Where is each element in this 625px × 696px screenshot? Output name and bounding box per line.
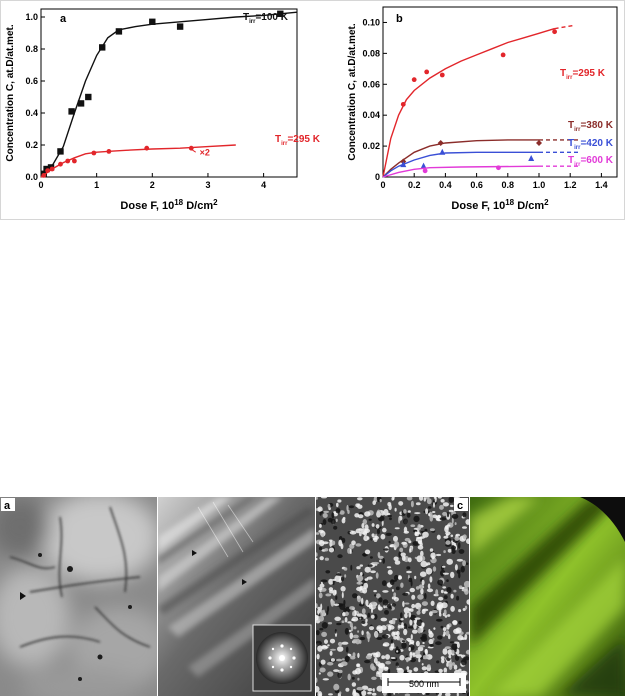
y-tick-label: 0.10 xyxy=(362,17,380,27)
series-label: Tirr=295 K xyxy=(275,134,321,147)
plot-frame xyxy=(40,8,298,178)
data-point xyxy=(420,162,427,169)
data-point xyxy=(85,93,92,101)
data-point xyxy=(528,154,535,161)
annotation-arrow xyxy=(189,148,196,153)
chart-b: 0 0.2 0.4 0.6 0.8 1.0 1.2 1.4 0 0.02 0.04 0.06 0.08 0… xyxy=(347,6,618,212)
micrograph-label-a: a xyxy=(4,500,11,512)
micrograph-speckle: 500 nm c xyxy=(316,497,469,696)
x-tick-label: 1.0 xyxy=(533,180,546,190)
data-point xyxy=(71,158,77,164)
data-point xyxy=(176,23,184,30)
data-point xyxy=(552,29,557,35)
data-point xyxy=(144,145,150,151)
data-point xyxy=(439,148,446,155)
y-tick-label: 0.06 xyxy=(362,79,380,89)
x-tick-label: 1.2 xyxy=(564,180,577,190)
panel-label: b xyxy=(396,13,403,25)
series-label: Tirr=100 K xyxy=(243,12,289,25)
x-tick-label: 0.8 xyxy=(502,180,515,190)
data-point xyxy=(400,161,407,168)
y-tick-label: 0.08 xyxy=(362,48,380,58)
data-point xyxy=(65,158,71,164)
data-point xyxy=(411,77,417,83)
y-tick-label: 0.6 xyxy=(25,76,38,86)
chart-a: 0 1 2 3 4 0.0 0.2 0.4 0.6 0.8 1.0 Dose F, 1018 D/cm… xyxy=(5,8,321,212)
data-point xyxy=(91,150,97,156)
x-tick-label: 0.4 xyxy=(439,180,452,190)
series-label: Tirr=600 K xyxy=(568,155,614,168)
data-point xyxy=(500,52,506,58)
data-point xyxy=(106,149,112,154)
scale-bar-label: 500 nm xyxy=(409,679,439,689)
x-tick-label: 0 xyxy=(38,180,43,190)
x-tick-label: 2 xyxy=(150,180,155,190)
y-tick-label: 0.4 xyxy=(25,108,38,118)
micrograph-bright-field: a xyxy=(0,497,157,696)
data-point xyxy=(41,173,47,178)
data-point xyxy=(45,168,51,174)
series-label: Tirr=380 K xyxy=(568,120,614,133)
plot-frame xyxy=(382,6,618,178)
data-point xyxy=(424,69,430,75)
data-point xyxy=(57,148,64,155)
data-point xyxy=(422,168,428,174)
x-tick-label: 0.2 xyxy=(408,180,421,190)
data-point xyxy=(536,140,542,146)
y-tick-label: 0 xyxy=(375,172,380,182)
y-tick-label: 0.04 xyxy=(362,110,380,120)
data-point xyxy=(496,165,501,171)
micrograph-strip: a xyxy=(0,497,625,696)
data-point xyxy=(99,44,106,51)
data-point xyxy=(277,10,284,17)
y-tick-label: 0.8 xyxy=(25,44,38,54)
x-tick-label: 1.4 xyxy=(595,180,608,190)
data-point xyxy=(149,18,156,25)
series-extrapolation xyxy=(554,24,574,30)
y-axis-label: Concentration C, at.D/at.met. xyxy=(347,23,358,160)
micrograph-label-c: c xyxy=(457,500,463,512)
panel-label: a xyxy=(60,13,67,25)
x-tick-label: 1 xyxy=(94,180,99,190)
micrograph-optical xyxy=(470,497,625,696)
data-point xyxy=(115,28,123,35)
data-point xyxy=(188,145,194,151)
x-axis-label: Dose F, 1018 D/cm2 xyxy=(120,198,218,212)
data-point xyxy=(49,166,55,172)
charts-figure: 0 1 2 3 4 0.0 0.2 0.4 0.6 0.8 1.0 Dose F, 1018 D/cm… xyxy=(0,0,625,220)
series-label: Tirr=295 K xyxy=(560,68,606,81)
series-label: Tirr=420 K xyxy=(568,138,614,151)
series-curve xyxy=(382,151,539,178)
x-tick-label: 3 xyxy=(205,180,210,190)
scale-annotation: ×2 xyxy=(200,147,210,157)
y-tick-label: 1.0 xyxy=(25,12,38,22)
y-tick-label: 0.0 xyxy=(25,172,38,182)
series-curve xyxy=(382,139,539,178)
data-point xyxy=(400,101,406,107)
x-tick-label: 4 xyxy=(261,180,266,190)
micrograph-dark-field xyxy=(158,497,315,696)
data-point xyxy=(58,161,63,167)
data-point xyxy=(68,108,75,115)
x-axis-label: Dose F, 1018 D/cm2 xyxy=(451,198,549,212)
data-point xyxy=(437,140,444,146)
data-point xyxy=(77,100,85,107)
series-curve xyxy=(382,165,540,178)
x-tick-label: 0.6 xyxy=(470,180,483,190)
data-point xyxy=(439,72,445,78)
y-axis-label: Concentration C, at.D/at.met. xyxy=(5,24,16,161)
series-curve xyxy=(382,27,555,178)
y-tick-label: 0.02 xyxy=(362,141,380,151)
x-tick-label: 0 xyxy=(380,180,385,190)
y-tick-label: 0.2 xyxy=(25,140,38,150)
